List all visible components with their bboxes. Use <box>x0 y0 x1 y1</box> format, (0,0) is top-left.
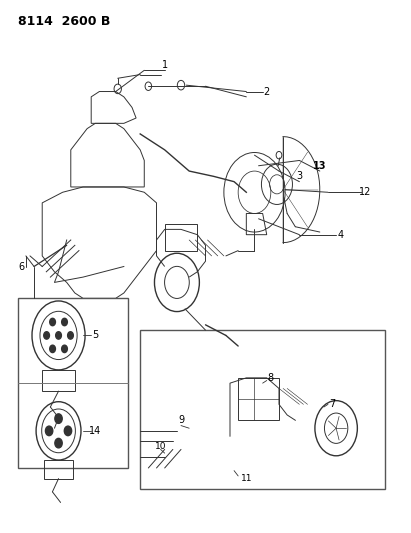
Text: 8114  2600 B: 8114 2600 B <box>18 14 110 28</box>
Circle shape <box>62 318 67 326</box>
Bar <box>165 224 197 251</box>
Text: 2: 2 <box>263 86 270 96</box>
Text: 1: 1 <box>162 60 168 70</box>
Text: 14: 14 <box>89 426 102 436</box>
Circle shape <box>55 438 62 448</box>
Bar <box>140 330 385 489</box>
Text: 4: 4 <box>337 230 343 240</box>
Circle shape <box>44 332 49 339</box>
Circle shape <box>50 345 55 352</box>
Text: 7: 7 <box>329 399 335 409</box>
Text: 13: 13 <box>313 161 327 171</box>
Circle shape <box>62 345 67 352</box>
Circle shape <box>64 426 72 435</box>
Bar <box>238 378 279 420</box>
Text: 6: 6 <box>19 262 25 271</box>
Text: 12: 12 <box>358 187 371 197</box>
Circle shape <box>46 426 53 435</box>
Bar <box>18 298 128 468</box>
Circle shape <box>55 414 62 423</box>
Text: 5: 5 <box>92 330 98 341</box>
Text: 9: 9 <box>178 415 184 425</box>
Circle shape <box>50 318 55 326</box>
Circle shape <box>55 332 61 339</box>
Text: 11: 11 <box>240 474 252 483</box>
Circle shape <box>68 332 73 339</box>
Text: 3: 3 <box>296 172 302 181</box>
Text: 10: 10 <box>155 442 166 451</box>
Text: 8: 8 <box>268 373 274 383</box>
